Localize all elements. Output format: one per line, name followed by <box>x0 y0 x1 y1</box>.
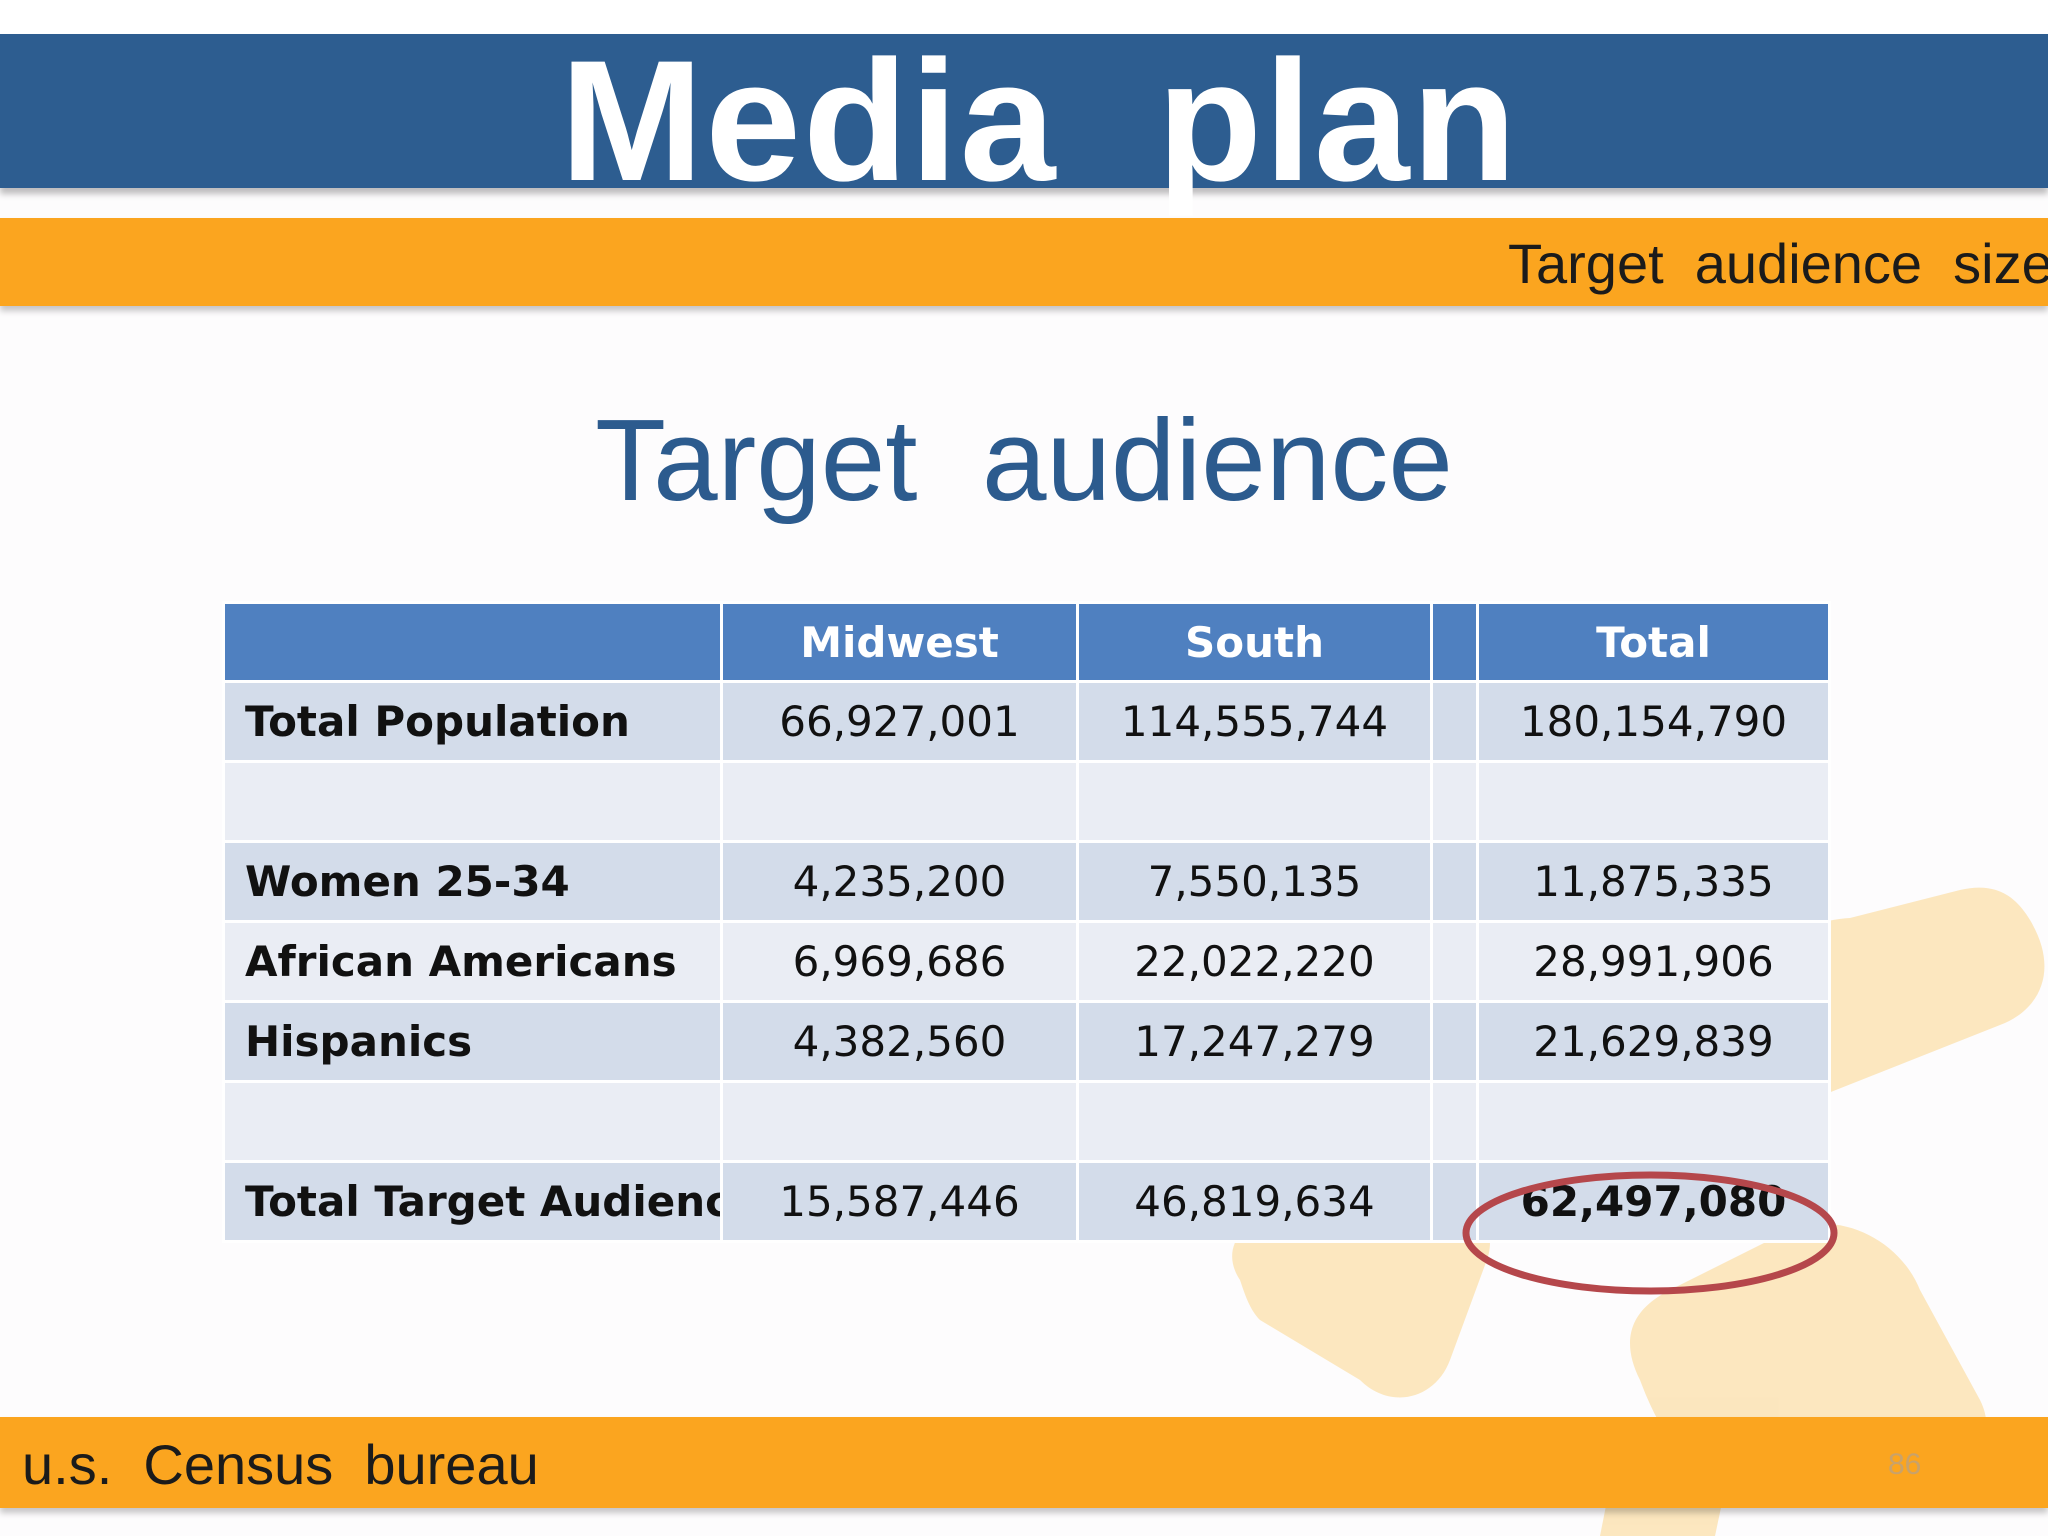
row-label: Total Target Audience <box>222 1160 723 1243</box>
cell-spacer <box>1430 1000 1479 1083</box>
source-credit: u.s. Census bureau <box>22 1433 539 1496</box>
cell-total <box>1476 760 1831 843</box>
table-row: Total Population 66,927,001 114,555,744 … <box>222 680 1831 763</box>
cell-spacer <box>1430 680 1479 763</box>
row-label: Women 25-34 <box>222 840 723 923</box>
cell-total-highlighted: 62,497,080 <box>1476 1160 1831 1243</box>
header-spacer <box>1430 601 1479 683</box>
cell-total: 28,991,906 <box>1476 920 1831 1003</box>
cell-total: 11,875,335 <box>1476 840 1831 923</box>
table-row: African Americans 6,969,686 22,022,220 2… <box>222 920 1831 1003</box>
row-label: Total Population <box>222 680 723 763</box>
cell-spacer <box>1430 760 1479 843</box>
cell-midwest <box>720 1080 1079 1163</box>
cell-total: 180,154,790 <box>1476 680 1831 763</box>
row-label <box>222 1080 723 1163</box>
cell-midwest: 6,969,686 <box>720 920 1079 1003</box>
cell-south: 114,555,744 <box>1076 680 1433 763</box>
title-band <box>0 34 2048 188</box>
cell-spacer <box>1430 1080 1479 1163</box>
row-label: Hispanics <box>222 1000 723 1083</box>
table-row <box>222 760 1831 843</box>
header-blank <box>222 601 723 683</box>
header-midwest: Midwest <box>720 601 1079 683</box>
highlight-circle-annotation <box>1462 1171 1838 1295</box>
row-label <box>222 760 723 843</box>
cell-midwest: 4,382,560 <box>720 1000 1079 1083</box>
cell-south: 7,550,135 <box>1076 840 1433 923</box>
table-row <box>222 1080 1831 1163</box>
cell-midwest <box>720 760 1079 843</box>
cell-south: 22,022,220 <box>1076 920 1433 1003</box>
cell-south: 17,247,279 <box>1076 1000 1433 1083</box>
cell-spacer <box>1430 920 1479 1003</box>
table-row: Women 25-34 4,235,200 7,550,135 11,875,3… <box>222 840 1831 923</box>
target-audience-table: Midwest South Total Total Population 66,… <box>222 601 1831 1243</box>
header-south: South <box>1076 601 1433 683</box>
cell-midwest: 4,235,200 <box>720 840 1079 923</box>
cell-south <box>1076 760 1433 843</box>
header-total: Total <box>1476 601 1831 683</box>
cell-south: 46,819,634 <box>1076 1160 1433 1243</box>
cell-spacer <box>1430 840 1479 923</box>
row-label: African Americans <box>222 920 723 1003</box>
table-header-row: Midwest South Total <box>222 601 1831 683</box>
cell-total <box>1476 1080 1831 1163</box>
slide-subtitle: Target audience size <box>1508 232 2048 295</box>
content-heading: Target audience <box>595 395 1453 525</box>
top-margin <box>0 0 2048 34</box>
cell-total: 21,629,839 <box>1476 1000 1831 1083</box>
footer-band: u.s. Census bureau 86 <box>0 1417 2048 1508</box>
subtitle-band: Target audience size <box>0 218 2048 306</box>
slide-title: Media plan <box>560 25 1519 217</box>
table-row: Hispanics 4,382,560 17,247,279 21,629,83… <box>222 1000 1831 1083</box>
cell-south <box>1076 1080 1433 1163</box>
cell-midwest: 15,587,446 <box>720 1160 1079 1243</box>
table-row: Total Target Audience 15,587,446 46,819,… <box>222 1160 1831 1243</box>
page-number: 86 <box>1888 1448 1922 1481</box>
cell-midwest: 66,927,001 <box>720 680 1079 763</box>
